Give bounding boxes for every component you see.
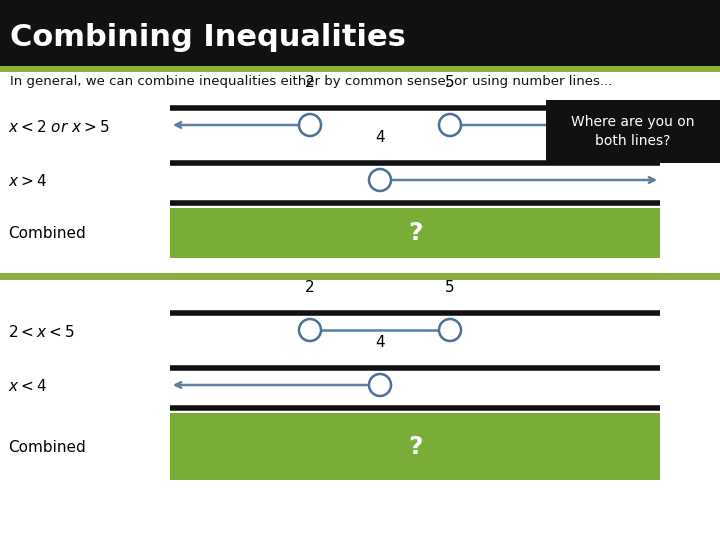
- Ellipse shape: [439, 319, 461, 341]
- Bar: [170, 208, 660, 258]
- Text: ?: ?: [408, 435, 422, 458]
- Ellipse shape: [299, 114, 321, 136]
- Ellipse shape: [369, 374, 391, 396]
- Ellipse shape: [299, 319, 321, 341]
- Text: Combined: Combined: [8, 441, 86, 456]
- Ellipse shape: [439, 114, 461, 136]
- Text: $2 < x < 5$: $2 < x < 5$: [8, 324, 74, 340]
- Text: $x < 2\ \it{or}\ x > 5$: $x < 2\ \it{or}\ x > 5$: [8, 119, 109, 135]
- Text: 4: 4: [375, 335, 384, 350]
- Text: In general, we can combine inequalities either by common sense, or using number : In general, we can combine inequalities …: [10, 75, 612, 88]
- Bar: [546, 100, 720, 163]
- Text: Combined: Combined: [8, 226, 86, 241]
- Text: $x > 4$: $x > 4$: [8, 173, 47, 189]
- Text: $x < 4$: $x < 4$: [8, 378, 47, 394]
- Bar: [0, 273, 720, 280]
- Text: 5: 5: [445, 280, 455, 295]
- Text: ?: ?: [408, 221, 422, 245]
- Text: 5: 5: [445, 75, 455, 90]
- Text: 2: 2: [305, 75, 315, 90]
- Text: Combining Inequalities: Combining Inequalities: [10, 23, 406, 52]
- Ellipse shape: [369, 169, 391, 191]
- Text: Where are you on
both lines?: Where are you on both lines?: [571, 115, 695, 148]
- Bar: [0, 0, 720, 72]
- Text: 2: 2: [305, 280, 315, 295]
- Bar: [0, 66, 720, 72]
- Text: 4: 4: [375, 130, 384, 145]
- Bar: [170, 413, 660, 480]
